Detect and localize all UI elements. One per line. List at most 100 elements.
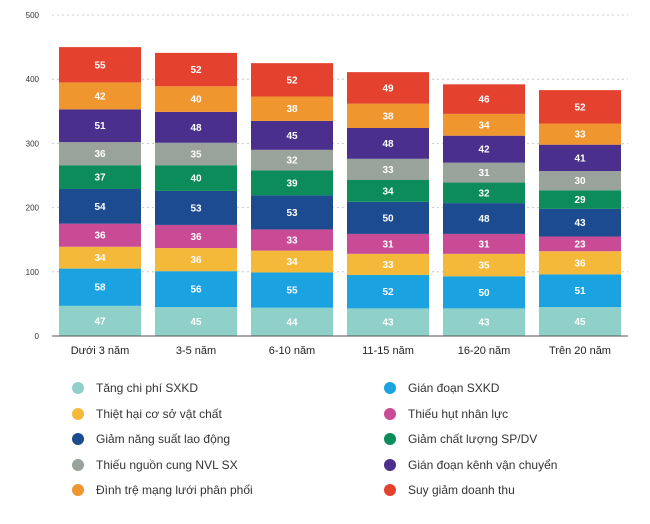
bar-segment xyxy=(251,195,333,230)
bar-segment xyxy=(251,170,333,196)
data-label: 46 xyxy=(478,95,490,106)
bar-segment xyxy=(251,250,333,273)
bar-stack: 43 52 33 31 50 34 33 48 38 49 xyxy=(347,72,429,336)
data-label: 54 xyxy=(94,202,106,213)
legend-label: Gián đoạn kênh vận chuyển xyxy=(408,457,558,472)
y-tick-label: 400 xyxy=(26,75,40,84)
data-label: 40 xyxy=(190,95,202,106)
legend-swatch xyxy=(384,407,396,420)
legend-swatch xyxy=(384,382,396,394)
legend-item: Thiệt hại cơ sở vật chất xyxy=(72,404,222,424)
bar-segment xyxy=(539,171,621,191)
bar-segment xyxy=(155,111,237,143)
bar-segment xyxy=(251,307,333,336)
bar-segment xyxy=(59,188,141,224)
legend-item: Giảm năng suất lao động xyxy=(72,429,230,449)
bar-segment xyxy=(347,275,429,309)
legend-label: Thiếu nguồn cung NVL SX xyxy=(96,457,238,472)
data-label: 45 xyxy=(574,317,586,328)
data-label: 42 xyxy=(478,145,490,156)
data-label: 42 xyxy=(94,91,106,102)
legend-label: Giảm chất lượng SP/DV xyxy=(408,432,538,446)
legend-label: Tăng chi phí SXKD xyxy=(96,381,199,395)
y-tick-label: 200 xyxy=(26,204,40,213)
data-label: 32 xyxy=(286,156,298,167)
bar-segment xyxy=(443,135,525,163)
data-label: 50 xyxy=(478,288,490,299)
y-tick-label: 0 xyxy=(35,332,40,341)
chart-legend: Tăng chi phí SXKD Gián đoạn SXKD Thiệt hại… xyxy=(72,378,632,518)
grid-layer xyxy=(52,14,628,273)
bar-segment xyxy=(155,190,237,225)
bar-stack: 44 55 34 33 53 39 32 45 38 52 xyxy=(251,63,333,336)
data-label: 52 xyxy=(574,102,586,113)
data-label: 33 xyxy=(574,130,586,141)
bar-segment xyxy=(347,253,429,276)
data-label: 48 xyxy=(478,214,490,225)
bar-segment xyxy=(155,52,237,87)
bar-segment xyxy=(251,120,333,150)
legend-label: Gián đoạn SXKD xyxy=(408,381,500,395)
data-label: 47 xyxy=(94,316,106,327)
data-label: 34 xyxy=(382,186,394,197)
x-tick-label: 3-5 năm xyxy=(176,345,216,357)
bar-segment xyxy=(59,142,141,166)
data-label: 39 xyxy=(286,178,298,189)
data-label: 33 xyxy=(286,236,298,247)
bar-segment xyxy=(59,82,141,110)
bar-segment xyxy=(539,236,621,252)
bar-segment xyxy=(155,142,237,166)
bar-segment xyxy=(155,165,237,191)
data-label: 58 xyxy=(94,283,106,294)
legend-item: Thiếu nguồn cung NVL SX xyxy=(72,455,238,475)
data-label: 38 xyxy=(286,104,298,115)
data-label: 31 xyxy=(478,168,490,179)
y-tick-label: 300 xyxy=(26,139,40,148)
legend-item: Thiếu hụt nhân lực xyxy=(384,404,508,424)
data-label: 36 xyxy=(190,255,202,266)
legend-swatch xyxy=(72,484,84,496)
legend-item: Suy giảm doanh thu xyxy=(384,480,515,500)
data-label: 33 xyxy=(382,165,394,176)
data-label: 51 xyxy=(574,286,586,297)
bar-segment xyxy=(347,233,429,254)
bar-segment xyxy=(59,268,141,306)
data-label: 29 xyxy=(574,195,586,206)
bar-stack: 47 58 34 36 54 37 36 51 42 55 xyxy=(59,47,141,336)
bar-stack: 45 51 36 23 43 29 30 41 33 52 xyxy=(539,90,621,336)
data-label: 48 xyxy=(190,123,202,134)
bar-segment xyxy=(155,224,237,249)
data-label: 41 xyxy=(574,153,586,164)
stacked-bar-chart: 47 58 34 36 54 37 36 51 42 55 45 56 36 36 53 40 35 48 40 52… xyxy=(26,11,628,357)
legend-label: Thiệt hại cơ sở vật chất xyxy=(96,406,222,421)
data-label: 55 xyxy=(286,286,298,297)
legend-swatch xyxy=(384,458,396,471)
data-label: 32 xyxy=(478,188,490,199)
legend-swatch xyxy=(72,382,84,394)
data-label: 51 xyxy=(94,121,106,132)
legend-swatch xyxy=(72,407,84,420)
legend-swatch xyxy=(384,484,396,496)
bar-segment xyxy=(539,190,621,209)
bar-segment xyxy=(539,90,621,124)
legend-label: Suy giảm doanh thu xyxy=(408,483,515,497)
legend-label: Giảm năng suất lao động xyxy=(96,432,231,446)
bar-segment xyxy=(155,86,237,112)
data-label: 36 xyxy=(190,232,202,243)
bar-segment xyxy=(251,149,333,171)
data-label: 34 xyxy=(478,120,490,131)
bar-segment xyxy=(443,182,525,204)
bar-segment xyxy=(347,72,429,104)
data-label: 52 xyxy=(286,75,298,86)
data-label: 35 xyxy=(190,149,202,160)
bar-segment xyxy=(539,251,621,275)
bar-segment xyxy=(251,229,333,251)
bar-segment xyxy=(539,123,621,145)
bar-segment xyxy=(59,165,141,189)
bar-layer: 47 58 34 36 54 37 36 51 42 55 45 56 36 36 53 40 35 48 40 52… xyxy=(59,47,621,336)
data-label: 31 xyxy=(478,239,490,250)
data-label: 31 xyxy=(382,239,394,250)
data-label: 34 xyxy=(94,253,106,264)
x-tick-label: 6-10 năm xyxy=(269,345,315,357)
bar-segment xyxy=(539,144,621,172)
